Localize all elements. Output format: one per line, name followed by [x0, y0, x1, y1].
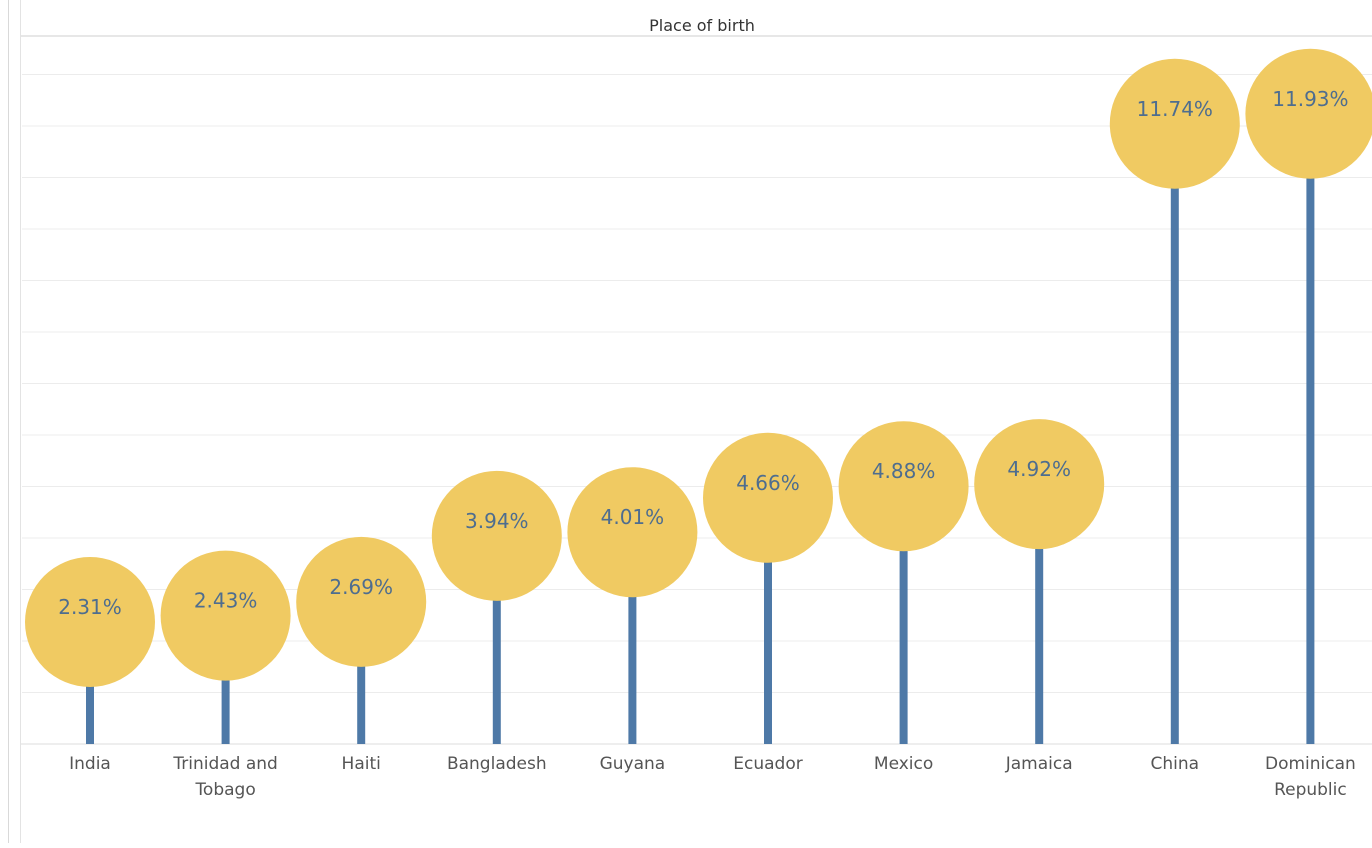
x-tick-label: Guyana — [600, 754, 666, 774]
chart-marks: 2.31% 2.43% 2.69% 3.94% 4.01% 4.66% 4.88% 4.92%… — [25, 48, 1372, 744]
data-label: 3.94% — [465, 509, 529, 533]
lollipop-bubble[interactable] — [431, 470, 562, 601]
x-tick-label: Trinidad and Tobago — [172, 754, 277, 800]
lollipop-bubble[interactable] — [567, 467, 698, 598]
x-tick-label: Jamaica — [1005, 754, 1073, 774]
lollipop-bubble[interactable] — [25, 557, 155, 687]
lollipop-bubble[interactable] — [160, 550, 291, 681]
x-tick-label: Bangladesh — [447, 754, 547, 774]
lollipop-bubble[interactable] — [974, 419, 1105, 550]
x-tick-label: India — [69, 754, 111, 774]
lollipop-bubble[interactable] — [838, 421, 969, 552]
x-axis-tick-labels: India Trinidad and Tobago Haiti Bangladesh Gu… — [69, 754, 1356, 800]
x-tick-label: Mexico — [874, 754, 933, 774]
data-label: 2.43% — [194, 589, 258, 613]
data-label: 4.01% — [601, 505, 665, 529]
frame-border-left — [8, 0, 9, 843]
chart-title: Place of birth — [649, 16, 755, 35]
data-label: 11.93% — [1272, 87, 1348, 111]
x-tick-label: Haiti — [342, 754, 381, 774]
data-label: 11.74% — [1137, 97, 1213, 121]
data-label: 4.66% — [736, 471, 800, 495]
x-tick-label: China — [1151, 754, 1200, 774]
x-tick-label: Ecuador — [733, 754, 802, 774]
data-label: 4.88% — [872, 459, 936, 483]
data-label: 4.92% — [1007, 457, 1071, 481]
lollipop-bubble[interactable] — [1109, 58, 1240, 189]
lollipop-bubble[interactable] — [703, 432, 833, 563]
x-tick-label: Dominican Republic — [1265, 754, 1356, 800]
data-label: 2.69% — [329, 575, 393, 599]
lollipop-bubble[interactable] — [1245, 48, 1372, 179]
lollipop-bubble[interactable] — [296, 536, 427, 667]
data-label: 2.31% — [58, 595, 122, 619]
frame-border-inner — [20, 0, 21, 843]
